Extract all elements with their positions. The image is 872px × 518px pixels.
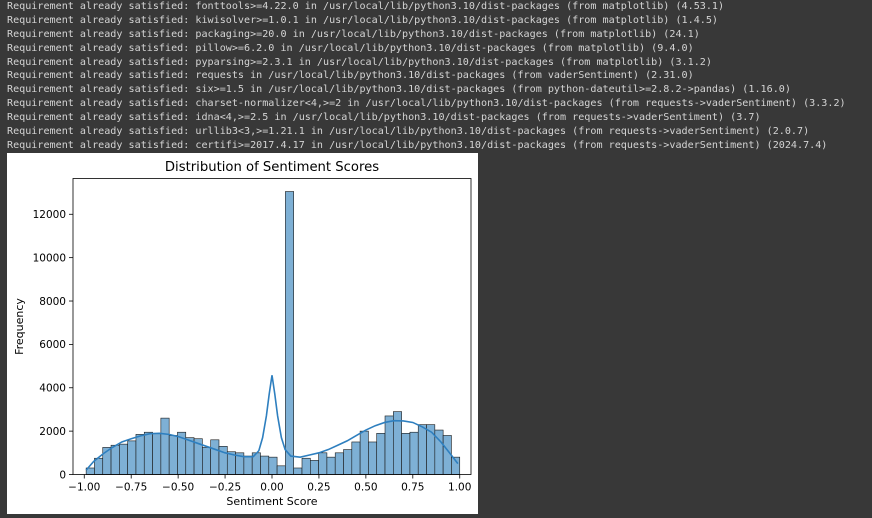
histogram-bar bbox=[168, 435, 178, 475]
x-tick-label: 0.50 bbox=[354, 482, 377, 494]
y-axis-ticks: 0 2000 4000 6000 8000 10000 12000 bbox=[33, 209, 73, 481]
histogram-bar bbox=[401, 432, 411, 475]
kde-curve bbox=[85, 375, 459, 471]
y-tick-label: 10000 bbox=[33, 252, 66, 264]
histogram-bar bbox=[409, 431, 419, 475]
console-line: Requirement already satisfied: fonttools… bbox=[7, 1, 725, 12]
console-line: Requirement already satisfied: six>=1.5 … bbox=[7, 84, 791, 96]
y-axis-label: Frequency bbox=[13, 298, 26, 355]
histogram-bar bbox=[143, 431, 153, 475]
plot-output: −1.00 −0.75 −0.50 −0.25 0.00 0.25 0.50 0.75 1.00… bbox=[7, 153, 478, 514]
histogram-bar bbox=[202, 447, 211, 475]
y-tick-label: 4000 bbox=[39, 383, 66, 395]
console-line: Requirement already satisfied: kiwisolve… bbox=[7, 14, 719, 26]
histogram-bar bbox=[351, 441, 361, 475]
console-line: Requirement already satisfied: requests … bbox=[7, 70, 694, 82]
histogram-bar bbox=[343, 449, 353, 475]
histogram-bar bbox=[334, 452, 344, 475]
console-line: Requirement already satisfied: urllib3<3… bbox=[7, 126, 810, 138]
x-tick-label: 1.00 bbox=[448, 482, 471, 494]
x-tick-label: −0.25 bbox=[209, 482, 241, 494]
histogram-bar bbox=[359, 430, 369, 475]
histogram-bar bbox=[276, 465, 286, 475]
y-tick-label: 2000 bbox=[39, 426, 66, 438]
histogram-chart: −1.00 −0.75 −0.50 −0.25 0.00 0.25 0.50 0.75 1.00… bbox=[13, 160, 471, 508]
x-axis-ticks: −1.00 −0.75 −0.50 −0.25 0.00 0.25 0.50 0.75 1.00 bbox=[68, 474, 471, 494]
histogram-bar bbox=[417, 424, 427, 475]
console-line: Requirement already satisfied: pillow>=6… bbox=[7, 42, 694, 54]
histogram-bar bbox=[376, 432, 386, 475]
histogram-bar bbox=[318, 452, 328, 475]
histogram-bar bbox=[243, 455, 253, 475]
console-line: Requirement already satisfied: certifi>=… bbox=[7, 139, 828, 151]
histogram-bar bbox=[384, 415, 394, 475]
x-tick-label: −0.75 bbox=[115, 482, 147, 494]
y-tick-label: 12000 bbox=[33, 209, 66, 221]
console-line: Requirement already satisfied: packaging… bbox=[7, 28, 700, 40]
histogram-bar bbox=[210, 439, 220, 475]
y-tick-label: 6000 bbox=[39, 339, 66, 351]
histogram-bar bbox=[135, 434, 145, 475]
histogram-bar bbox=[127, 440, 137, 475]
x-tick-label: 0.00 bbox=[260, 482, 283, 494]
histogram-bars bbox=[85, 191, 461, 475]
histogram-bar bbox=[326, 456, 336, 475]
histogram-bar bbox=[293, 467, 303, 475]
x-tick-label: −0.50 bbox=[162, 482, 194, 494]
histogram-bar bbox=[268, 456, 278, 475]
histogram-bar bbox=[185, 437, 195, 475]
plot-area bbox=[73, 178, 471, 475]
histogram-bar bbox=[260, 455, 270, 475]
console-line: Requirement already satisfied: charset-n… bbox=[7, 98, 846, 110]
y-tick-label: 0 bbox=[59, 469, 66, 481]
console-line: Requirement already satisfied: pyparsing… bbox=[7, 56, 712, 68]
histogram-bar bbox=[285, 191, 294, 475]
histogram-bar bbox=[152, 432, 162, 475]
histogram-bar bbox=[301, 457, 311, 475]
histogram-bar bbox=[119, 443, 128, 475]
y-tick-label: 8000 bbox=[39, 296, 66, 308]
x-axis-label: Sentiment Score bbox=[226, 495, 317, 508]
histogram-bar bbox=[309, 460, 319, 475]
chart-title: Distribution of Sentiment Scores bbox=[165, 160, 379, 175]
console-line: Requirement already satisfied: idna<4,>=… bbox=[7, 112, 761, 124]
console-output: Requirement already satisfied: fonttools… bbox=[7, 0, 867, 153]
histogram-bar bbox=[368, 441, 378, 475]
histogram-bar bbox=[160, 417, 170, 475]
x-tick-label: 0.75 bbox=[401, 482, 424, 494]
x-tick-label: −1.00 bbox=[68, 482, 100, 494]
histogram-bar bbox=[110, 444, 120, 475]
x-tick-label: 0.25 bbox=[307, 482, 330, 494]
